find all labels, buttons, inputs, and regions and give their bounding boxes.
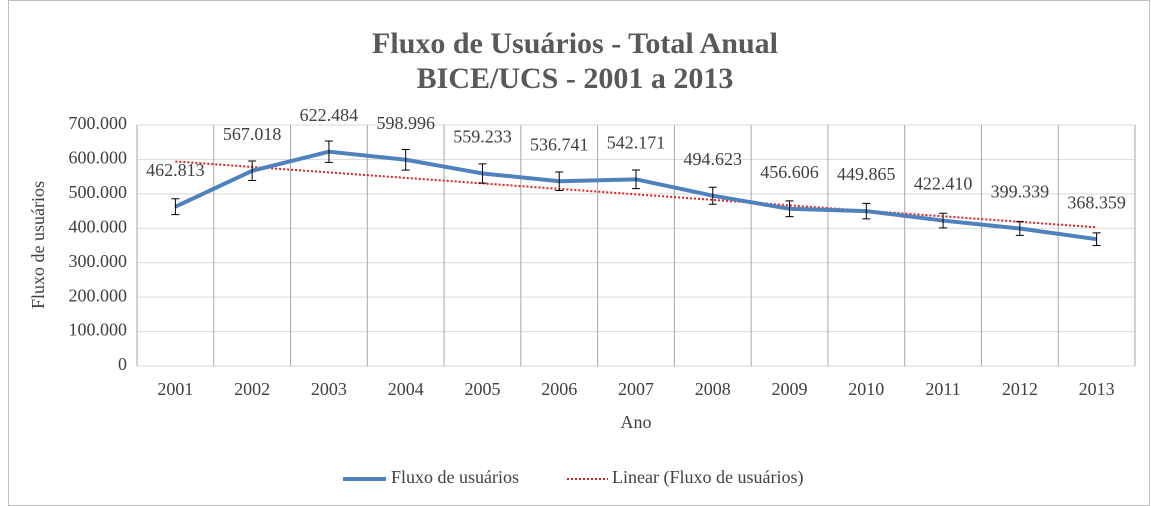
data-label: 542.171 xyxy=(607,132,666,152)
data-label: 399.339 xyxy=(991,182,1050,202)
x-axis-label: Ano xyxy=(621,412,652,432)
y-tick-label: 600.000 xyxy=(69,148,128,168)
legend-label: Fluxo de usuários xyxy=(391,467,519,487)
error-bar xyxy=(862,202,871,220)
data-label: 598.996 xyxy=(376,113,435,133)
error-bar xyxy=(632,169,640,190)
error-bar xyxy=(1015,221,1024,236)
x-tick-label: 2004 xyxy=(388,379,424,399)
y-tick-label: 200.000 xyxy=(69,285,128,305)
chart-title: Fluxo de Usuários - Total Anual xyxy=(372,27,778,60)
data-label: 567.018 xyxy=(223,124,282,144)
data-label: 462.813 xyxy=(146,160,205,180)
error-bar xyxy=(324,140,333,163)
data-label: 622.484 xyxy=(300,105,359,125)
data-label: 449.865 xyxy=(837,164,896,184)
x-tick-label: 2006 xyxy=(541,379,577,399)
error-bar xyxy=(248,160,257,182)
y-tick-label: 300.000 xyxy=(69,251,128,271)
legend-label: Linear (Fluxo de usuários) xyxy=(612,467,803,488)
data-label: 368.359 xyxy=(1067,192,1126,212)
data-label: 494.623 xyxy=(684,149,743,169)
data-label: 536.741 xyxy=(530,134,589,154)
error-bar xyxy=(555,171,564,191)
chart-subtitle: BICE/UCS - 2001 a 2013 xyxy=(417,62,734,95)
error-bar xyxy=(1092,232,1101,247)
chart-frame xyxy=(8,0,1150,506)
data-label: 422.410 xyxy=(914,174,973,194)
y-axis-label: Fluxo de usuários xyxy=(28,181,48,309)
error-bar xyxy=(401,148,410,171)
x-tick-label: 2003 xyxy=(311,379,347,399)
data-label: 456.606 xyxy=(760,162,819,182)
y-tick-label: 500.000 xyxy=(69,182,128,202)
error-bar xyxy=(171,198,180,216)
error-bar xyxy=(478,163,487,184)
x-tick-label: 2008 xyxy=(695,379,731,399)
x-tick-label: 2001 xyxy=(157,379,193,399)
x-tick-label: 2009 xyxy=(772,379,808,399)
x-tick-label: 2005 xyxy=(464,379,500,399)
error-bar xyxy=(785,200,794,218)
x-tick-label: 2013 xyxy=(1079,379,1115,399)
y-tick-label: 100.000 xyxy=(69,320,128,340)
x-tick-label: 2010 xyxy=(848,379,884,399)
x-tick-label: 2007 xyxy=(618,379,654,399)
data-label: 559.233 xyxy=(453,127,512,147)
x-tick-label: 2011 xyxy=(925,379,960,399)
error-bar xyxy=(939,212,948,229)
error-bar xyxy=(708,186,717,205)
x-tick-label: 2012 xyxy=(1002,379,1038,399)
x-tick-label: 2002 xyxy=(234,379,270,399)
y-tick-label: 0 xyxy=(118,354,127,374)
y-tick-label: 700.000 xyxy=(69,113,128,133)
y-tick-label: 400.000 xyxy=(69,216,128,236)
